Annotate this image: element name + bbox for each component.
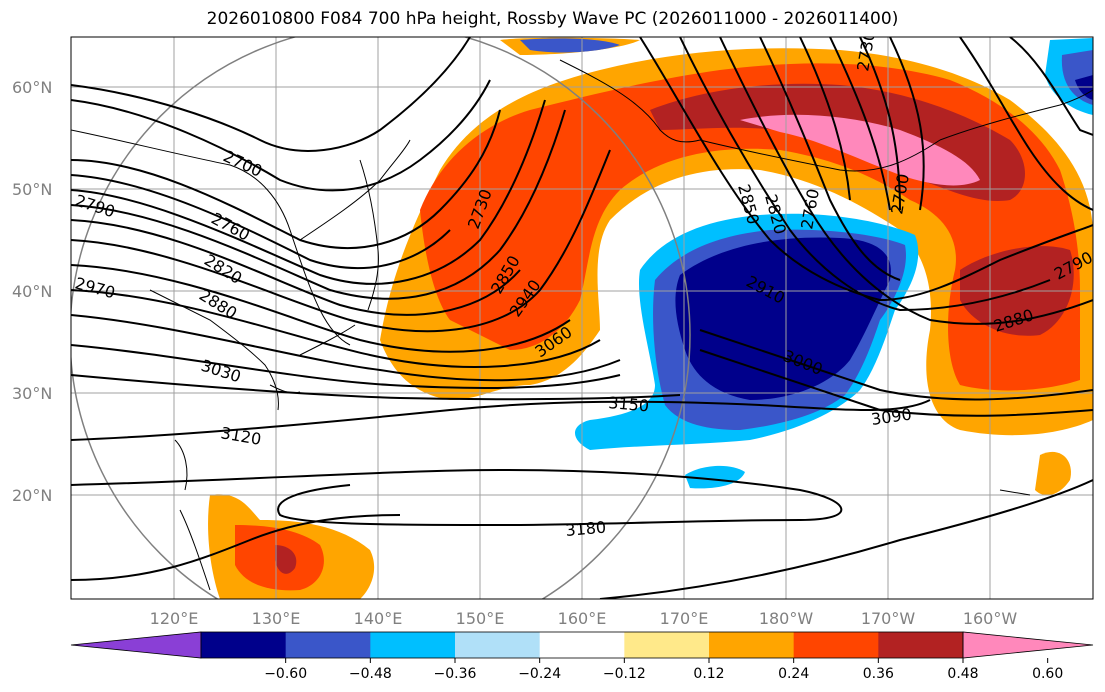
lat-label: 60°N	[12, 78, 52, 97]
lon-label: 140°E	[354, 609, 403, 628]
coastlines	[71, 59, 1093, 591]
colorbar-segment	[709, 632, 795, 658]
lat-label: 20°N	[12, 486, 52, 505]
colorbar-tick-label: −0.60	[264, 666, 307, 682]
map-plot-area: 2700 2790 2760 2820 2970 2880 3030 3120 …	[71, 37, 1093, 599]
colorbar-tick-label: −0.24	[518, 666, 561, 682]
colorbar-segment	[285, 632, 371, 658]
colorbar-tick-label: 0.60	[1032, 666, 1063, 682]
colorbar-tick-label: 0.36	[863, 666, 894, 682]
lon-label: 150°E	[456, 609, 505, 628]
colorbar-tick-label: −0.36	[434, 666, 477, 682]
colorbar-segment	[624, 632, 710, 658]
lon-label: 160°E	[558, 609, 607, 628]
lon-label: 130°E	[252, 609, 301, 628]
lon-label: 170°E	[660, 609, 709, 628]
contour-label: 3150	[608, 393, 650, 415]
lon-label: 170°W	[861, 609, 916, 628]
longitude-labels: 120°E 130°E 140°E 150°E 160°E 170°E 180°…	[150, 609, 1018, 628]
colorbar-tick-label: −0.48	[349, 666, 392, 682]
colorbar-segment	[539, 632, 625, 658]
colorbar: −0.60 −0.48 −0.36 −0.24 −0.12 0.12 0.24 0.36 0.4…	[70, 631, 1094, 682]
lon-label: 160°W	[963, 609, 1018, 628]
contour-label: 3180	[565, 518, 607, 540]
colorbar-segment	[201, 632, 287, 658]
latitude-labels: 60°N 50°N 40°N 30°N 20°N	[12, 78, 52, 505]
map-frame	[70, 36, 1094, 600]
map-title: 2026010800 F084 700 hPa height, Rossby W…	[206, 9, 899, 29]
colorbar-segment	[793, 632, 879, 658]
colorbar-tick-label: 0.12	[693, 666, 724, 682]
lat-label: 40°N	[12, 282, 52, 301]
lon-label: 180°W	[759, 609, 814, 628]
colorbar-tick-label: −0.12	[603, 666, 646, 682]
lat-label: 50°N	[12, 180, 52, 199]
negative-anomaly-shading	[520, 38, 1093, 489]
colorbar-segment	[455, 632, 541, 658]
colorbar-segment	[878, 632, 964, 658]
colorbar-extend-low	[70, 631, 202, 659]
lon-label: 120°E	[150, 609, 199, 628]
height-contours	[71, 37, 1093, 599]
colorbar-extend-high	[962, 631, 1094, 659]
positive-anomaly-shading	[208, 37, 1093, 599]
colorbar-tick-label: 0.48	[947, 666, 978, 682]
colorbar-segment	[370, 632, 456, 658]
colorbar-tick-label: 0.24	[778, 666, 809, 682]
colorbar-outline	[200, 631, 964, 659]
lat-label: 30°N	[12, 384, 52, 403]
reference-circle	[71, 37, 691, 599]
